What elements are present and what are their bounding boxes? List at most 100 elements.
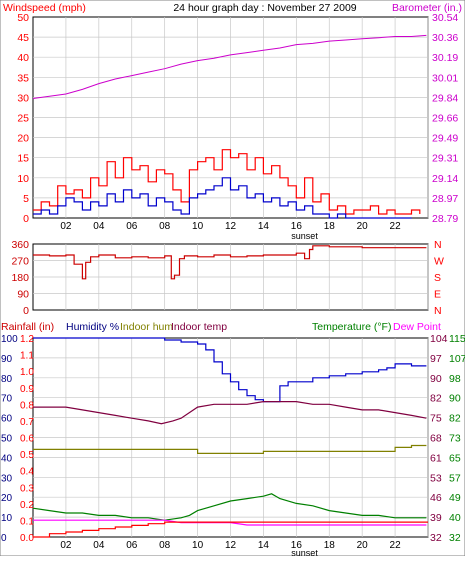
wind-x-tick-label: 08 [159,221,171,232]
wind-gust-series-line [33,149,421,215]
humidity-tick-label: 30 [1,473,13,484]
humidity-tick-label: 80 [1,374,13,385]
rain-tick-label: 1.1 [20,351,34,362]
barometer-tick-label: 30.01 [432,72,458,84]
rain-tick-label: 0.8 [20,400,34,411]
chart-plot-layer: 0 5 10 15 20 25 30 35 40 45 50 28.79 28.97 29.14 29.31… [1,12,465,558]
climate-x-tick-label: 16 [291,540,303,551]
climate-x-tick-label: 20 [357,540,369,551]
rain-tick-label: 1.2 [20,334,34,345]
barometer-tick-label: 30.54 [432,12,458,24]
climate-x-tick-label: 12 [225,540,237,551]
windspeed-tick-label: 20 [17,133,29,145]
humidity-tick-label: 0 [1,533,7,544]
legend-humidity: Humidity % [66,321,119,333]
wind-x-tick-label: 02 [60,221,72,232]
temperature-tick-label: 107 [449,353,465,365]
humidity-tick-label: 90 [1,354,13,365]
direction-tick-label: 0 [23,305,29,317]
indoor-temp-tick-label: 97 [430,353,442,365]
temperature-tick-label: 73 [449,433,461,445]
wind-x-tick-label: 04 [93,221,105,232]
wind-x-tick-label: 06 [126,221,138,232]
wind-x-tick-label: 22 [390,221,402,232]
humidity-tick-label: 20 [1,493,13,504]
indoor-temp-series-line [33,401,427,425]
indoor-temp-tick-label: 82 [430,393,442,405]
compass-tick-label: S [434,272,441,284]
barometer-axis-label: Barometer (in.) [392,2,462,14]
barometer-tick-label: 30.36 [432,32,458,44]
direction-tick-label: 90 [17,289,29,301]
barometer-tick-label: 29.84 [432,92,458,104]
compass-tick-label: E [434,289,441,301]
temperature-tick-label: 90 [449,393,461,405]
barometer-tick-label: 29.14 [432,173,458,185]
rain-tick-label: 0.7 [20,417,34,428]
rain-tick-label: 0.6 [20,434,34,445]
wind-speed-series-line [33,177,412,219]
barometer-series-line [32,34,427,99]
temperature-tick-label: 32 [449,532,461,544]
humidity-tick-label: 40 [1,453,13,464]
wind-x-tick-label: 12 [225,221,237,232]
temperature-tick-label: 49 [449,492,461,504]
direction-tick-label: 180 [11,272,29,284]
temperature-tick-label: 40 [449,512,461,524]
wind-x-tick-label: 16 [291,221,303,232]
sunset-marker: sunset [291,548,318,556]
wind-direction-series-line [33,245,427,280]
sunset-marker: sunset [291,231,318,241]
indoor-temp-tick-label: 61 [430,452,442,464]
rain-tick-label: 0.4 [20,467,34,478]
indoor-temp-tick-label: 104 [430,333,448,345]
legend-temperature: Temperature (°F) [312,321,391,333]
rainfall-series-line [33,521,428,538]
humidity-tick-label: 70 [1,394,13,405]
windspeed-tick-label: 50 [17,12,29,24]
legend-dew-point: Dew Point [393,321,441,333]
wind-x-tick-label: 20 [357,221,369,232]
indoor-temp-tick-label: 90 [430,373,442,385]
rain-tick-label: 1.0 [20,367,34,378]
barometer-tick-label: 29.49 [432,133,458,145]
rain-tick-label: 0.9 [20,384,34,395]
windspeed-tick-label: 30 [17,92,29,104]
temperature-tick-label: 82 [449,413,461,425]
temperature-tick-label: 65 [449,452,461,464]
humidity-tick-label: 10 [1,513,13,524]
rain-tick-label: 0.2 [20,500,34,511]
barometer-tick-label: 29.31 [432,153,458,165]
humidity-tick-label: 100 [1,334,18,345]
legend-rainfall: Rainfall (in) [1,321,54,333]
humidity-tick-label: 60 [1,414,13,425]
indoor-temp-tick-label: 46 [430,492,442,504]
rain-tick-label: 0.3 [20,483,34,494]
humidity-series-line [33,337,427,403]
windspeed-axis-label: Windspeed (mph) [3,2,86,14]
humidity-tick-label: 50 [1,434,13,445]
indoor-temp-tick-label: 75 [430,413,442,425]
indoor-temp-tick-label: 53 [430,472,442,484]
windspeed-tick-label: 0 [23,213,29,225]
rain-tick-label: 0.0 [20,533,34,544]
windspeed-tick-label: 40 [17,52,29,64]
barometer-tick-label: 28.97 [432,193,458,205]
legend-indoor-temp: Indoor temp [171,321,227,333]
windspeed-tick-label: 25 [17,113,29,125]
rain-tick-label: 0.1 [20,516,34,527]
climate-x-tick-label: 10 [192,540,204,551]
windspeed-tick-label: 35 [17,72,29,84]
temperature-tick-label: 98 [449,373,461,385]
indoor-humidity-series-line [33,444,427,454]
indoor-temp-tick-label: 32 [430,532,442,544]
chart-title: 24 hour graph day : November 27 2009 [173,2,356,14]
direction-tick-label: 360 [11,239,29,251]
windspeed-tick-label: 45 [17,32,29,44]
barometer-tick-label: 29.66 [432,113,458,125]
legend-indoor-hum: Indoor hum [120,321,173,333]
climate-x-tick-label: 06 [126,540,138,551]
climate-x-tick-label: 02 [60,540,72,551]
